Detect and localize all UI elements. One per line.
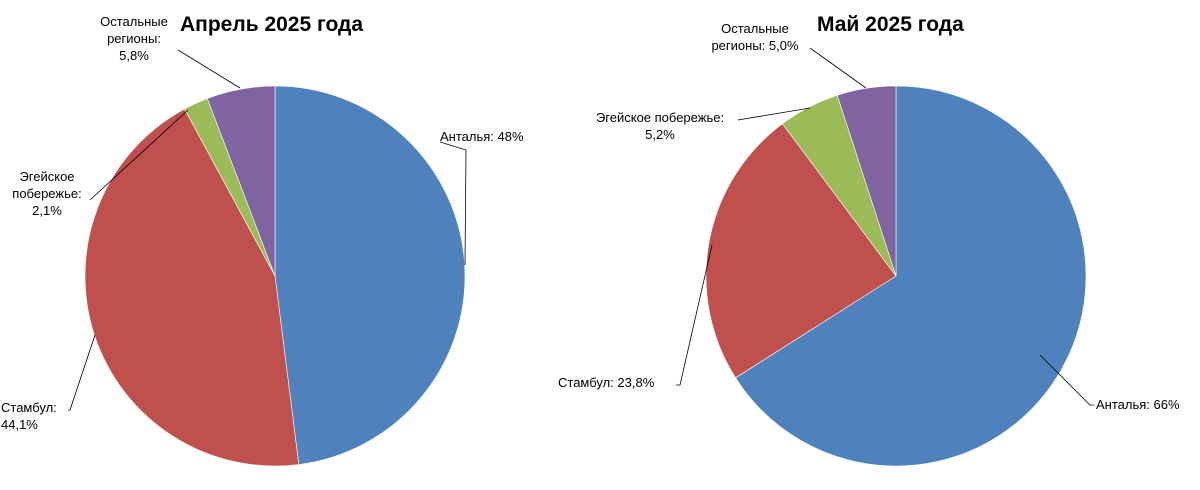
label-april-antalya: Анталья: 48%: [440, 129, 524, 144]
pie-slice-april-other: [206, 85, 276, 277]
label-april-istanbul: Стамбул: 44,1%: [1, 400, 57, 432]
leader-line-may-aegean: [737, 107, 811, 121]
pie-slice-april-antalya: [274, 85, 466, 465]
leader-line-april-istanbul: [68, 334, 96, 411]
pie-slice-may-other: [836, 85, 897, 277]
label-april-other: Остальные регионы: 5,8%: [100, 14, 168, 63]
pie-slice-may-antalya: [735, 85, 1087, 467]
pie-slice-may-istanbul: [705, 123, 897, 379]
leader-line-april-other: [177, 49, 241, 89]
leader-line-april-antalya: [439, 141, 467, 266]
label-may-aegean: Эгейское побережье: 5,2%: [595, 110, 725, 142]
chart-title-may: Май 2025 года: [817, 13, 964, 36]
leader-line-may-antalya: [1039, 354, 1094, 406]
pie-slice-april-istanbul: [84, 108, 300, 467]
leader-line-april-aegean: [89, 109, 189, 201]
label-may-other: Остальные регионы: 5,0%: [711, 21, 799, 53]
label-may-istanbul: Стамбул: 23,8%: [558, 375, 655, 390]
label-may-antalya: Анталья: 66%: [1096, 397, 1180, 412]
leader-line-may-istanbul: [676, 244, 713, 386]
leader-line-may-other: [809, 47, 867, 89]
label-april-aegean: Эгейское побережье: 2,1%: [12, 169, 82, 218]
chart-title-april: Апрель 2025 года: [180, 13, 364, 36]
